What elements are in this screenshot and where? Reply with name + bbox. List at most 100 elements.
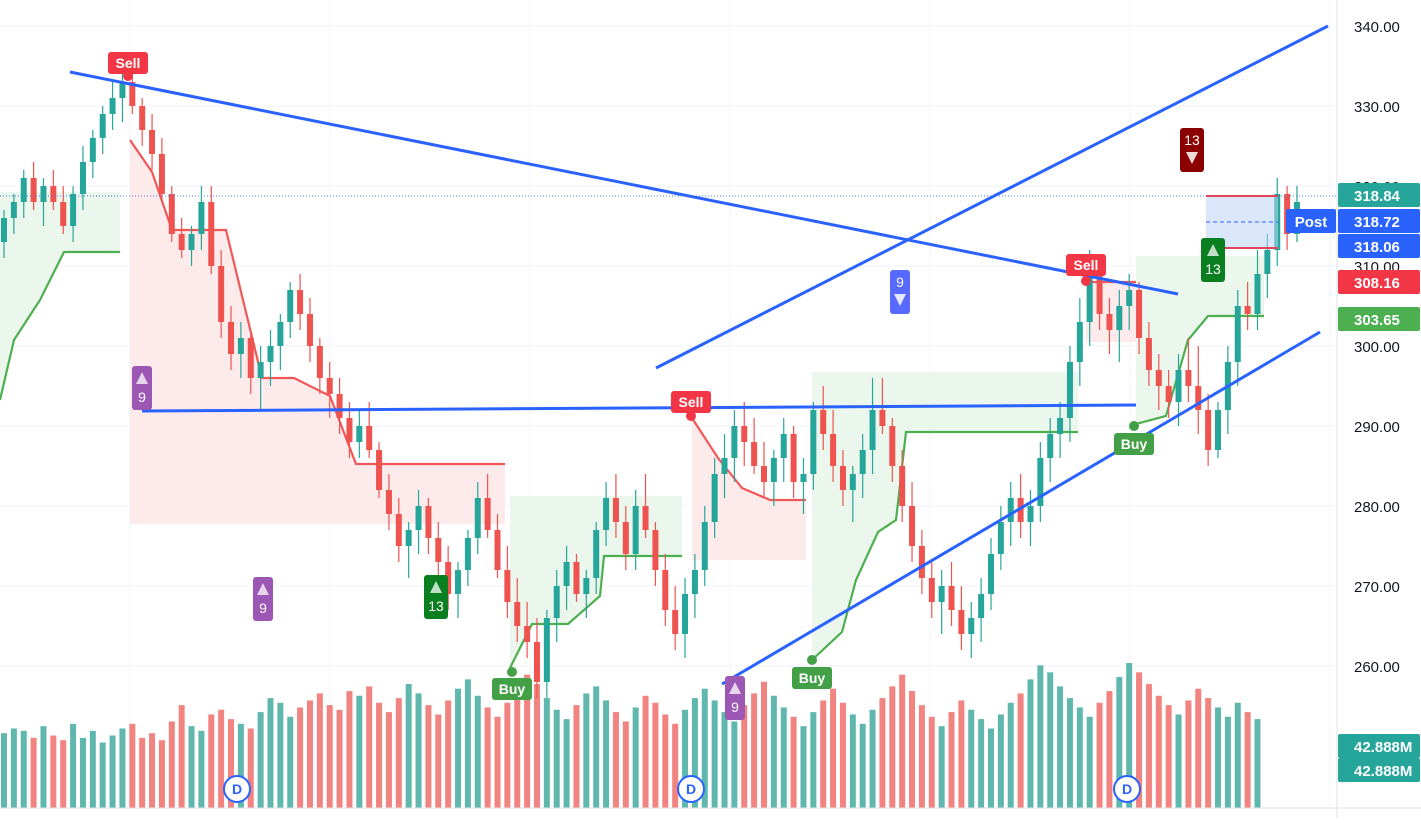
candle-body [632,506,639,554]
candle [948,562,955,626]
candle [1215,402,1222,458]
candle-body [849,474,856,490]
candle [800,458,807,514]
volume-bar [810,712,817,808]
candle-body [958,610,965,634]
candle-body [1155,370,1162,386]
sell-signal-label-text: Sell [679,394,704,410]
dividend-marker[interactable]: D [1113,775,1141,803]
candle-body [385,490,392,514]
dividend-marker[interactable]: D [223,775,251,803]
setup-nine-sell-badge[interactable]: 9 [890,270,910,314]
candle [909,482,916,562]
signal-markers: Sell Sell Sell Buy Buy Buy 9 9 13 9 9 13 13 D D D [108,52,1225,803]
volume-bar [899,674,906,808]
sell-signal-label[interactable]: Sell [108,52,148,74]
volume-bar [119,728,126,808]
candle-body [1244,306,1251,314]
candle-body [938,586,945,602]
candle-body [20,178,27,202]
candle [770,450,777,506]
volume-bar [1126,663,1133,808]
candle-body [395,514,402,546]
candle-body [1017,498,1024,522]
candle-body [129,82,136,106]
candle-body [1165,386,1172,402]
candle-body [672,610,679,634]
channel-line-lower[interactable] [721,330,1321,686]
candle [780,418,787,482]
volume-bar [958,700,965,808]
trendline-descending[interactable] [69,70,1179,296]
candle-body [800,474,807,482]
volume-bar [820,700,827,808]
bid-price-tag-bg [1338,234,1420,258]
volume-bar [336,709,343,808]
countdown-thirteen-badge-text: 13 [1205,261,1221,277]
volume-bar [800,726,807,808]
setup-nine-badge[interactable]: 9 [725,676,745,720]
volume-bar [859,723,866,808]
candle-body [139,106,146,130]
candle [839,450,846,506]
candle [395,498,402,562]
candle-body [553,586,560,618]
candle [889,418,896,482]
sell-signal-label[interactable]: Sell [671,391,711,413]
volume-bar [267,698,274,808]
setup-nine-badge[interactable]: 9 [253,577,273,621]
buy-signal-dot [507,667,517,677]
volume-bar [583,693,590,808]
candle [741,402,748,466]
volume-bar [464,679,471,808]
candle-body [760,466,767,482]
candle-body [869,410,876,450]
candle-body [208,202,215,266]
channel-line-upper[interactable] [655,24,1329,370]
candle [1116,290,1123,362]
sell-signal-label[interactable]: Sell [1066,254,1106,276]
buy-signal-label[interactable]: Buy [1114,433,1154,455]
post-session-tag-text: Post [1295,214,1328,231]
candle-body [909,506,916,546]
buy-signal-label[interactable]: Buy [492,678,532,700]
candle [218,250,225,338]
candle-body [514,602,521,626]
setup-nine-badge[interactable]: 9 [132,366,152,410]
volume-bar [1116,677,1123,808]
volume-bar [1027,679,1034,808]
candle-body [306,314,313,346]
candle [978,578,985,642]
supertrend [0,139,1264,669]
volume-bar [50,735,57,808]
countdown-thirteen-sell-badge[interactable]: 13 [1180,128,1204,172]
volume-bar [909,691,916,808]
candle-body [790,434,797,482]
candle [1155,354,1162,410]
sell-signal-label-text: Sell [1074,257,1099,273]
candle-body [168,194,175,234]
supertrend-up-tag-bg [1338,307,1420,331]
candle [188,226,195,266]
dividend-marker[interactable]: D [677,775,705,803]
candle [257,346,264,410]
arrow-up-icon [1207,244,1219,256]
candles [1,66,1300,698]
candle-body [464,538,471,570]
countdown-thirteen-badge[interactable]: 13 [424,575,448,619]
candle [1224,346,1231,434]
trendline-horizontal[interactable] [141,403,1137,413]
candle-body [997,522,1004,554]
volume-bar [435,714,442,808]
candle [1047,418,1054,482]
candle [158,138,165,202]
volume-bar [208,714,215,808]
candle [682,578,689,658]
candle [731,410,738,482]
volume-bar [1106,691,1113,808]
buy-signal-label[interactable]: Buy [792,667,832,689]
volume-bar [1086,716,1093,808]
setup-nine-badge-bg [725,676,745,720]
countdown-thirteen-badge[interactable]: 13 [1201,238,1225,282]
